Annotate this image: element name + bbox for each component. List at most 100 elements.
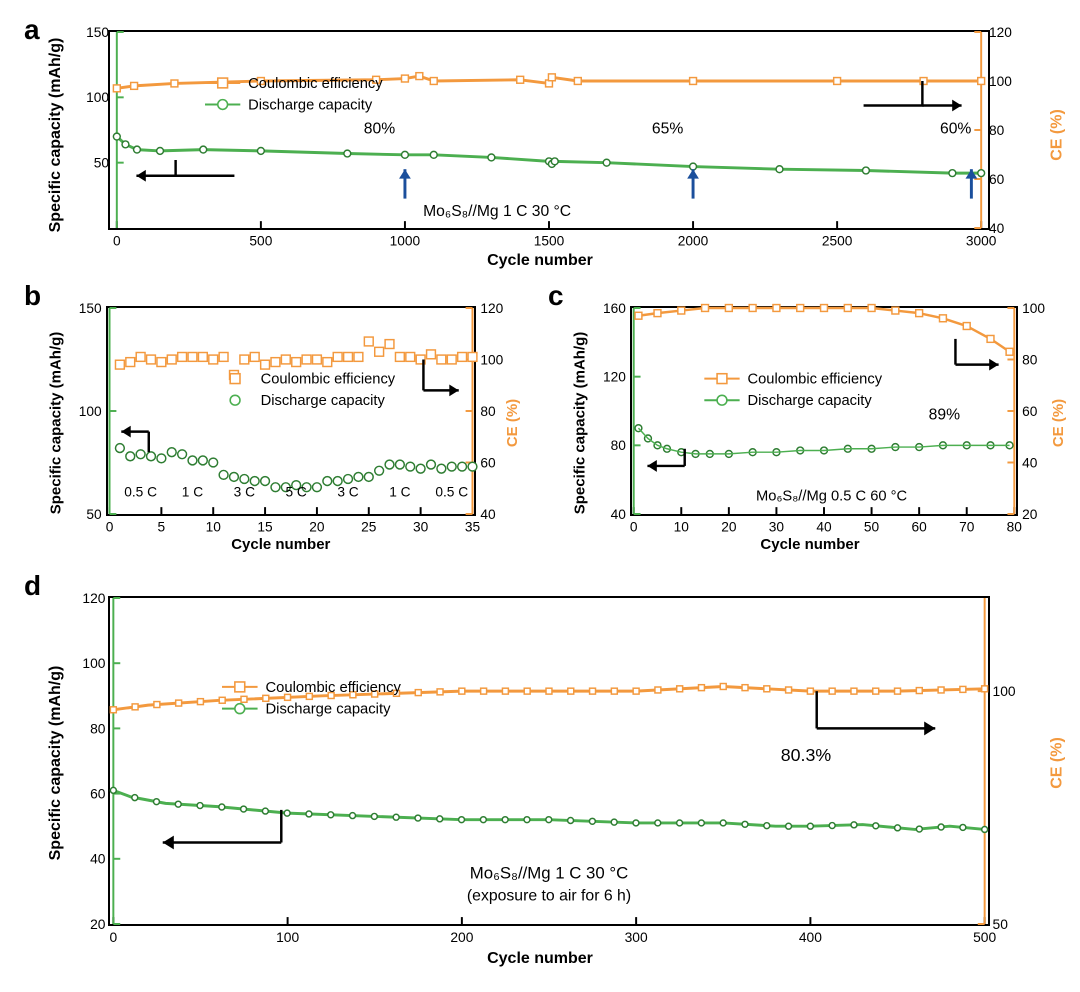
svg-text:0.5 C: 0.5 C (435, 484, 468, 499)
svg-text:160: 160 (603, 301, 626, 316)
panel-b-svg: 0510152025303550100150406080100120Coulom… (108, 308, 474, 514)
svg-text:40: 40 (611, 507, 627, 522)
svg-text:89%: 89% (929, 407, 960, 424)
panel-d-yright-label: CE (%) (1049, 737, 1067, 789)
panel-b: b Specific capacity (mAh/g) CE (%) Cycle… (0, 278, 540, 568)
svg-text:0: 0 (630, 520, 638, 535)
svg-text:100: 100 (82, 655, 105, 671)
svg-text:0: 0 (113, 234, 121, 249)
svg-text:60: 60 (989, 172, 1005, 187)
figure-root: a Specific capacity (mAh/g) CE (%) Cycle… (0, 0, 1080, 992)
svg-text:60: 60 (480, 455, 496, 470)
svg-text:1 C: 1 C (389, 484, 410, 499)
svg-text:3 C: 3 C (234, 484, 255, 499)
svg-text:80%: 80% (364, 120, 395, 137)
svg-text:25: 25 (361, 520, 377, 535)
svg-text:80: 80 (1007, 520, 1023, 535)
svg-text:Coulombic efficiency: Coulombic efficiency (265, 680, 401, 696)
panel-b-plot: 0510152025303550100150406080100120Coulom… (106, 306, 476, 516)
svg-text:40: 40 (816, 520, 832, 535)
svg-text:20: 20 (90, 916, 106, 932)
svg-text:20: 20 (721, 520, 737, 535)
svg-text:0: 0 (109, 929, 117, 945)
panel-c-plot: 01020304050607080408012016020406080100Co… (630, 306, 1018, 516)
panel-c: c Specific capacity (mAh/g) CE (%) Cycle… (540, 278, 1080, 568)
svg-text:100: 100 (86, 90, 109, 105)
svg-text:80.3%: 80.3% (781, 745, 832, 765)
panel-a-yleft-label: Specific capacity (mAh/g) (47, 38, 65, 233)
svg-text:2000: 2000 (678, 234, 709, 249)
panel-c-yright-label: CE (%) (1050, 399, 1067, 447)
svg-text:Mo₆S₈//Mg 0.5 C 60 °C: Mo₆S₈//Mg 0.5 C 60 °C (756, 488, 907, 504)
svg-text:100: 100 (993, 683, 1016, 699)
svg-text:35: 35 (465, 520, 481, 535)
svg-text:Coulombic efficiency: Coulombic efficiency (248, 76, 383, 92)
panel-c-xlabel: Cycle number (760, 536, 859, 553)
svg-text:Discharge capacity: Discharge capacity (248, 97, 373, 113)
panel-d-xlabel: Cycle number (487, 950, 593, 968)
svg-text:50: 50 (864, 520, 880, 535)
svg-text:60: 60 (90, 786, 106, 802)
svg-text:60: 60 (912, 520, 928, 535)
svg-text:0: 0 (106, 520, 114, 535)
svg-text:Mo₆S₈//Mg 1 C 30 °C: Mo₆S₈//Mg 1 C 30 °C (470, 864, 628, 883)
panel-c-yleft-label: Specific capacity (mAh/g) (572, 332, 589, 515)
panel-b-yright-label: CE (%) (504, 399, 521, 447)
panel-d: d Specific capacity (mAh/g) CE (%) Cycle… (0, 568, 1080, 978)
svg-text:1000: 1000 (390, 234, 421, 249)
svg-text:100: 100 (79, 404, 102, 419)
svg-text:80: 80 (480, 404, 496, 419)
svg-text:80: 80 (90, 720, 106, 736)
svg-text:3 C: 3 C (337, 484, 358, 499)
svg-text:10: 10 (206, 520, 222, 535)
svg-text:120: 120 (480, 301, 503, 316)
svg-text:100: 100 (989, 74, 1012, 89)
svg-text:120: 120 (82, 590, 105, 606)
panel-d-yleft-label: Specific capacity (mAh/g) (47, 666, 65, 861)
svg-text:15: 15 (257, 520, 273, 535)
panel-a-xlabel: Cycle number (487, 252, 593, 270)
svg-text:150: 150 (86, 25, 109, 40)
svg-text:0.5 C: 0.5 C (124, 484, 157, 499)
svg-text:70: 70 (959, 520, 975, 535)
svg-text:120: 120 (603, 370, 626, 385)
panel-c-svg: 01020304050607080408012016020406080100Co… (632, 308, 1016, 514)
svg-text:40: 40 (480, 507, 496, 522)
svg-text:150: 150 (79, 301, 102, 316)
svg-text:200: 200 (450, 929, 473, 945)
panel-c-label: c (548, 280, 564, 312)
svg-text:400: 400 (799, 929, 822, 945)
panel-a-label: a (24, 14, 40, 46)
svg-text:30: 30 (413, 520, 429, 535)
svg-text:30: 30 (769, 520, 785, 535)
svg-text:300: 300 (625, 929, 648, 945)
svg-text:(exposure to air for 6 h): (exposure to air for 6 h) (467, 887, 631, 904)
panel-b-label: b (24, 280, 41, 312)
svg-text:5: 5 (158, 520, 166, 535)
svg-text:50: 50 (993, 916, 1009, 932)
panel-b-xlabel: Cycle number (231, 536, 330, 553)
panel-d-plot: 01002003004005002040608010012050100Coulo… (108, 596, 990, 926)
svg-text:1500: 1500 (534, 234, 565, 249)
svg-text:80: 80 (1022, 352, 1038, 367)
svg-text:Mo₆S₈//Mg 1 C 30 °C: Mo₆S₈//Mg 1 C 30 °C (423, 203, 571, 220)
svg-text:10: 10 (674, 520, 690, 535)
panel-a-yright-label: CE (%) (1049, 109, 1067, 161)
svg-text:Discharge capacity: Discharge capacity (261, 393, 386, 409)
svg-text:Coulombic efficiency: Coulombic efficiency (261, 372, 396, 388)
panel-a-svg: 0500100015002000250030005010015040608010… (110, 32, 988, 228)
svg-text:60%: 60% (940, 120, 971, 137)
svg-text:50: 50 (94, 156, 110, 171)
svg-text:Coulombic efficiency: Coulombic efficiency (747, 372, 882, 388)
svg-text:1 C: 1 C (182, 484, 203, 499)
svg-text:500: 500 (249, 234, 272, 249)
svg-text:20: 20 (309, 520, 325, 535)
panel-a: a Specific capacity (mAh/g) CE (%) Cycle… (0, 0, 1080, 278)
panel-b-yleft-label: Specific capacity (mAh/g) (48, 332, 65, 515)
svg-text:100: 100 (480, 352, 503, 367)
svg-text:5 C: 5 C (286, 484, 307, 499)
svg-text:2500: 2500 (822, 234, 853, 249)
svg-text:60: 60 (1022, 404, 1038, 419)
svg-text:20: 20 (1022, 507, 1038, 522)
svg-text:100: 100 (276, 929, 299, 945)
